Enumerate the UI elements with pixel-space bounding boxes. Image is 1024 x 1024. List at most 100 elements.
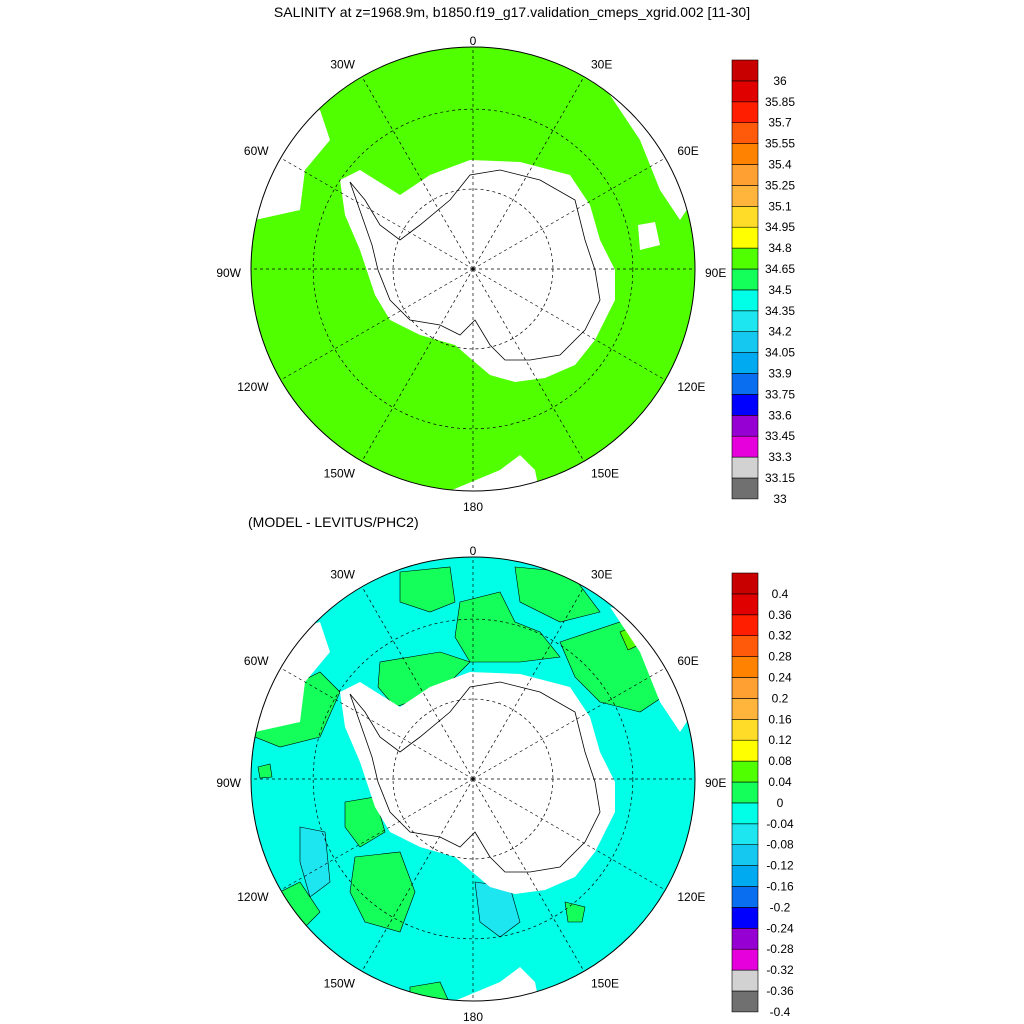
longitude-label: 90W xyxy=(216,776,241,790)
map-border xyxy=(250,46,696,492)
longitude-label: 30E xyxy=(591,58,612,72)
longitude-label: 150W xyxy=(324,466,356,480)
colorbar-swatch xyxy=(731,969,759,992)
anomaly-patch xyxy=(349,851,416,933)
colorbar-swatch xyxy=(731,823,759,845)
colorbar-swatch xyxy=(731,865,759,887)
colorbar-swatch xyxy=(731,719,759,741)
map-border xyxy=(250,556,696,1002)
colorbar-swatch xyxy=(731,677,759,699)
colorbar-tick-label: -0.4 xyxy=(770,1005,791,1019)
colorbar-swatch xyxy=(731,247,759,270)
longitude-label: 120W xyxy=(237,380,269,394)
colorbar-swatch xyxy=(731,635,759,657)
colorbar-swatch xyxy=(731,185,759,207)
colorbar-swatch xyxy=(731,143,759,165)
longitude-label: 90W xyxy=(216,266,241,280)
colorbar-swatch xyxy=(731,802,759,825)
salinity-map-panel: 0 30E 60E 90E 120E 150E 180 150W 120W 90W 60W 30W 3… xyxy=(216,34,795,514)
longitude-label: 60W xyxy=(244,654,269,668)
colorbar-tick-label: 36 xyxy=(773,74,787,88)
colorbar-tick-label: -0.28 xyxy=(766,942,794,956)
colorbar-tick-label: 35.7 xyxy=(768,116,792,130)
colorbar-swatch xyxy=(731,739,759,762)
colorbar-swatch xyxy=(731,289,759,312)
longitude-label: 60E xyxy=(677,654,698,668)
longitude-label: 150E xyxy=(591,976,619,990)
colorbar-tick-label: 0.08 xyxy=(768,754,792,768)
colorbar-tick-label: 0.4 xyxy=(772,587,789,601)
colorbar-tick-label: 34.65 xyxy=(765,262,795,276)
colorbar-tick-label: -0.08 xyxy=(766,838,794,852)
anomaly-patch xyxy=(344,796,386,848)
colorbar-tick-label: 33.15 xyxy=(765,471,795,485)
colorbar-tick-label: 0 xyxy=(777,796,784,810)
colorbar-tick-label: 34.35 xyxy=(765,304,795,318)
colorbar-swatch xyxy=(731,268,759,291)
longitude-label: 30W xyxy=(330,58,355,72)
colorbar-swatch xyxy=(731,927,759,950)
new-zealand-land xyxy=(440,455,540,491)
longitude-label: 90E xyxy=(705,776,726,790)
colorbar: -0.4 -0.36 -0.32 -0.28 -0.24 -0.2 -0.16 -0.12 -0… xyxy=(731,572,794,1019)
longitude-label: 150E xyxy=(591,466,619,480)
colorbar-swatch xyxy=(731,572,759,595)
colorbar-swatch xyxy=(731,456,759,479)
colorbar-tick-label: 34.8 xyxy=(768,241,792,255)
difference-map-panel: 0 30E 60E 90E 120E 150E 180 150W 120W 90W 60W 30W -… xyxy=(216,544,794,1024)
colorbar-tick-label: 0.28 xyxy=(768,650,792,664)
colorbar-tick-label: 35.85 xyxy=(765,95,795,109)
colorbar-swatch xyxy=(731,414,759,437)
colorbar-tick-label: 35.25 xyxy=(765,178,795,192)
colorbar-tick-label: 33.3 xyxy=(768,450,792,464)
colorbar-tick-label: -0.2 xyxy=(770,900,791,914)
colorbar-swatch xyxy=(731,886,759,908)
longitude-label: 0 xyxy=(470,34,477,48)
colorbar-tick-label: 34.5 xyxy=(768,283,792,297)
colorbar-tick-label: 33.9 xyxy=(768,367,792,381)
colorbar-swatch xyxy=(731,781,759,804)
longitude-label: 150W xyxy=(324,976,356,990)
colorbar-tick-label: 0.24 xyxy=(768,671,792,685)
colorbar-tick-label: -0.04 xyxy=(766,817,794,831)
colorbar-swatch xyxy=(731,352,759,374)
graticule xyxy=(251,47,695,491)
colorbar-swatch xyxy=(731,164,759,186)
longitude-label: 30E xyxy=(591,568,612,582)
colorbar-tick-label: 33.45 xyxy=(765,429,795,443)
anomaly-patch xyxy=(454,591,561,663)
colorbar: 33 33.15 33.3 33.45 33.6 33.75 33.9 34.05 34.2 34… xyxy=(731,59,795,506)
colorbar-swatch xyxy=(731,59,759,82)
anomaly-patch xyxy=(564,901,586,923)
colorbar-tick-label: 33.75 xyxy=(765,387,795,401)
colorbar-tick-label: 0.16 xyxy=(768,712,792,726)
main-title: SALINITY at z=1968.9m, b1850.f19_g17.val… xyxy=(273,4,751,20)
colorbar-swatch xyxy=(731,614,759,637)
longitude-label: 60W xyxy=(244,144,269,158)
colorbar-swatch xyxy=(731,907,759,929)
anomaly-patch xyxy=(299,826,331,898)
colorbar-swatch xyxy=(731,331,759,353)
anomaly-patch xyxy=(399,566,456,613)
colorbar-swatch xyxy=(731,656,759,678)
longitude-label: 90E xyxy=(705,266,726,280)
antarctica-coastline xyxy=(349,169,601,361)
longitude-label: 180 xyxy=(463,500,483,514)
colorbar-tick-label: -0.12 xyxy=(766,859,794,873)
longitude-label: 120E xyxy=(677,890,705,904)
colorbar-tick-label: 0.12 xyxy=(768,733,792,747)
colorbar-swatch xyxy=(731,948,759,971)
colorbar-swatch xyxy=(731,122,759,144)
colorbar-swatch xyxy=(731,394,759,416)
longitude-label: 0 xyxy=(470,544,477,558)
longitude-label: 60E xyxy=(677,144,698,158)
colorbar-tick-label: 0.04 xyxy=(768,775,792,789)
colorbar-tick-label: -0.36 xyxy=(766,984,794,998)
antarctica-land xyxy=(340,672,615,894)
longitude-label: 30W xyxy=(330,568,355,582)
colorbar-tick-label: 33 xyxy=(773,492,787,506)
colorbar-swatch xyxy=(731,760,759,783)
colorbar-swatch xyxy=(731,373,759,395)
longitude-label: 120W xyxy=(237,890,269,904)
colorbar-swatch xyxy=(731,698,759,720)
